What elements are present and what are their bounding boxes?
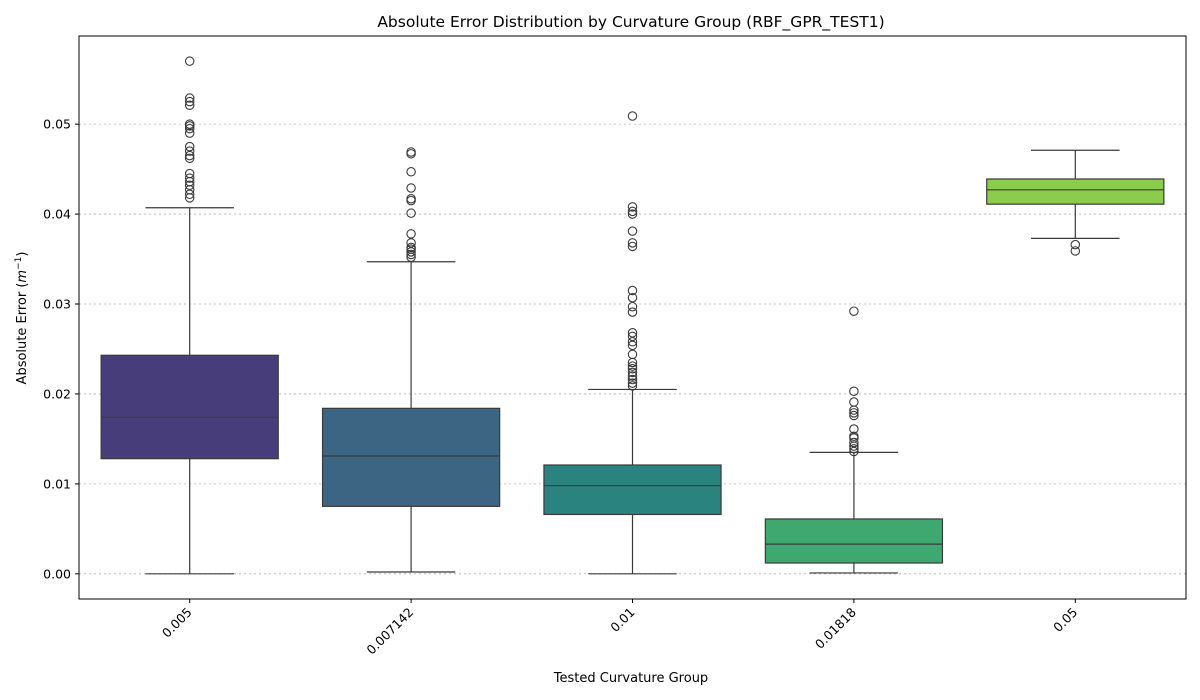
outlier-point	[849, 424, 859, 434]
outlier-point	[627, 241, 638, 252]
outlier-point	[627, 238, 638, 248]
outlier-point	[184, 123, 195, 134]
outlier-point	[184, 141, 195, 152]
outlier-point	[627, 206, 638, 217]
box-group	[764, 306, 944, 574]
y-tick-label: 0.02	[43, 386, 71, 401]
outlier-point	[849, 446, 859, 457]
outlier-point	[184, 180, 195, 191]
outlier-point	[627, 292, 638, 303]
outlier-point	[184, 56, 195, 66]
outlier-point	[849, 397, 859, 407]
outlier-point	[627, 378, 638, 388]
y-tick-label: 0.00	[43, 566, 71, 581]
iqr-box	[100, 354, 279, 460]
x-tick-label: 0.005	[159, 605, 195, 641]
y-axis-label-sup: −1	[14, 257, 24, 270]
y-axis-label-close: )	[15, 252, 30, 257]
outlier-point	[849, 306, 859, 316]
y-tick-label: 0.01	[43, 476, 71, 491]
outlier-point	[627, 367, 638, 378]
x-tick-label: 0.01	[607, 605, 637, 635]
outlier-point	[184, 173, 195, 183]
outlier-point	[406, 147, 416, 157]
outlier-point	[406, 167, 416, 177]
outlier-point	[849, 410, 859, 421]
outlier-point	[406, 242, 416, 253]
outlier-point	[406, 183, 416, 193]
box-group	[100, 56, 279, 575]
outlier-point	[627, 328, 638, 338]
iqr-box	[321, 407, 501, 507]
outlier-point	[627, 209, 638, 219]
outlier-point	[627, 364, 638, 374]
outlier-point	[849, 444, 859, 454]
box-group	[986, 149, 1165, 256]
outlier-point	[627, 301, 638, 312]
y-tick-label: 0.04	[43, 207, 71, 222]
outlier-point	[406, 194, 416, 204]
outlier-point	[849, 386, 859, 396]
outlier-point	[627, 285, 638, 296]
y-axis-label: Absolute Error (m−1)	[14, 252, 30, 385]
outlier-point	[849, 437, 859, 448]
y-axis-label-main: Absolute Error (	[15, 283, 30, 385]
y-tick-label: 0.05	[43, 117, 71, 132]
outlier-point	[627, 361, 638, 371]
x-axis: 0.005 0.007142 0.01 0.01818 0.05	[159, 599, 1080, 658]
outlier-point	[406, 229, 416, 239]
outlier-point	[627, 111, 638, 121]
y-tick-label: 0.03	[43, 297, 71, 312]
outlier-point	[184, 150, 195, 161]
outlier-point	[627, 371, 638, 381]
box-group	[543, 111, 722, 575]
iqr-box	[543, 464, 722, 516]
outlier-point	[627, 340, 638, 351]
outlier-point	[406, 238, 416, 248]
plot-frame	[78, 35, 1187, 600]
y-axis-label-var: m	[15, 270, 30, 283]
outlier-point	[849, 408, 859, 418]
outlier-point	[627, 331, 638, 342]
box-group	[321, 147, 501, 573]
boxes-layer	[100, 56, 1165, 575]
x-tick-label: 0.007142	[363, 605, 416, 658]
outlier-point	[184, 168, 195, 179]
outlier-point	[849, 431, 859, 441]
outlier-point	[184, 119, 195, 129]
y-axis: 0.00 0.01 0.02 0.03 0.04 0.05	[43, 117, 79, 581]
outlier-point	[627, 226, 638, 236]
outlier-point	[184, 128, 195, 138]
iqr-box	[764, 518, 944, 564]
outlier-point	[627, 374, 638, 385]
outlier-point	[627, 349, 638, 360]
outlier-point	[1070, 239, 1081, 250]
outlier-point	[406, 249, 416, 260]
outlier-point	[1070, 246, 1081, 256]
outlier-point	[184, 100, 195, 111]
x-axis-label: Tested Curvature Group	[553, 671, 708, 686]
outlier-point	[184, 96, 195, 107]
outlier-point	[184, 189, 195, 200]
iqr-box	[986, 178, 1165, 205]
outlier-point	[184, 146, 195, 156]
x-tick-label: 0.01818	[812, 604, 859, 651]
outlier-point	[406, 208, 416, 218]
outlier-point	[627, 202, 638, 212]
outlier-point	[627, 307, 638, 317]
x-tick-label: 0.05	[1050, 605, 1080, 635]
outlier-point	[184, 93, 195, 103]
outlier-point	[406, 247, 416, 257]
outlier-point	[184, 153, 195, 164]
chart-title: Absolute Error Distribution by Curvature…	[377, 13, 884, 32]
outlier-point	[627, 381, 638, 391]
outlier-point	[627, 337, 638, 347]
